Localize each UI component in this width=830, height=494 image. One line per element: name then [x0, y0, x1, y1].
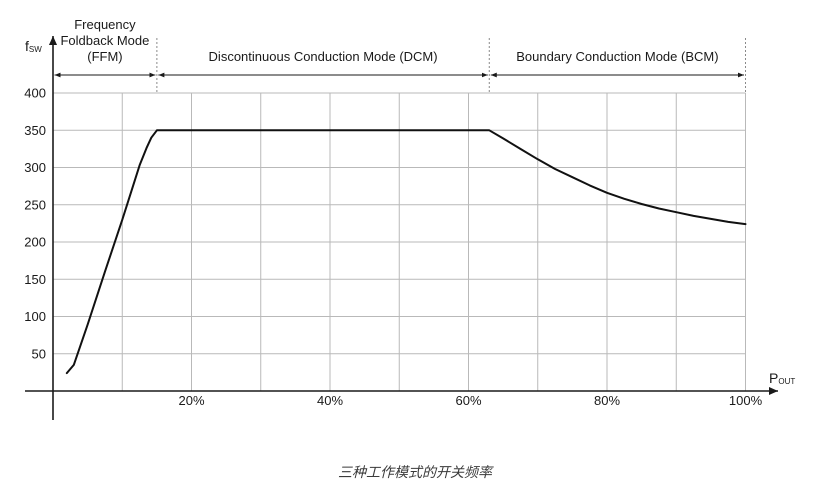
y-tick-label: 250 — [24, 197, 46, 212]
mode-label: (FFM) — [87, 49, 122, 64]
y-axis-label-main: f — [25, 38, 29, 54]
y-tick-label: 100 — [24, 309, 46, 324]
x-tick-label: 100% — [729, 393, 763, 408]
y-tick-label: 50 — [32, 346, 46, 361]
x-tick-label: 80% — [594, 393, 620, 408]
x-tick-label: 60% — [455, 393, 481, 408]
switching-frequency-curve — [65, 129, 747, 375]
x-axis-label-sub: OUT — [778, 377, 795, 386]
x-tick-label: 20% — [178, 393, 204, 408]
y-axis-label-sub: SW — [29, 45, 42, 54]
x-axis-label: POUT — [769, 370, 795, 386]
series-lines — [65, 129, 747, 375]
mode-boundaries — [156, 38, 746, 93]
y-tick-label: 200 — [24, 235, 46, 250]
x-tick-label: 40% — [317, 393, 343, 408]
mode-label: Frequency — [74, 17, 136, 32]
grid — [53, 92, 746, 391]
y-tick-label: 150 — [24, 272, 46, 287]
x-axis-label-main: P — [769, 370, 778, 386]
figure-caption: 三种工作模式的开关频率 — [338, 465, 492, 481]
mode-label: Discontinuous Conduction Mode (DCM) — [209, 49, 438, 64]
mode-label: Foldback Mode — [60, 33, 149, 48]
x-tick-labels: 20% 40% 60% 80% 100% — [178, 393, 762, 408]
mode-label: Boundary Conduction Mode (BCM) — [516, 49, 718, 64]
y-tick-labels: 50 100 150 200 250 300 350 400 — [24, 86, 46, 362]
y-tick-label: 400 — [24, 86, 46, 101]
y-axis-label: fSW — [25, 38, 42, 54]
y-tick-label: 300 — [24, 160, 46, 175]
y-tick-label: 350 — [24, 123, 46, 138]
